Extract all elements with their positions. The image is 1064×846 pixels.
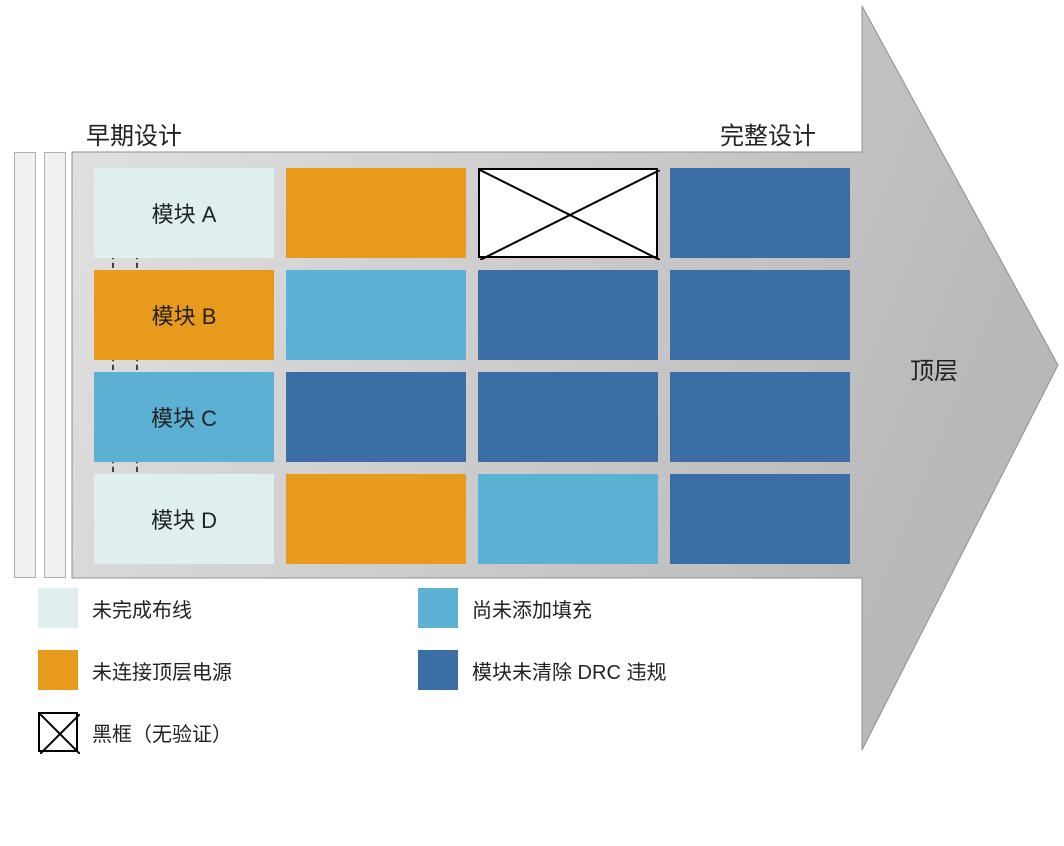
grid-cell: 模块 B — [94, 270, 274, 360]
row-label: 模块 A — [152, 197, 217, 229]
grid-cell — [670, 474, 850, 564]
legend-label: 尚未添加填充 — [472, 594, 592, 623]
legend-item: 模块未清除 DRC 违规 — [418, 650, 798, 690]
left-bar — [14, 152, 36, 578]
arrow-head-label: 顶层 — [910, 351, 958, 386]
grid-cell — [286, 474, 466, 564]
legend: 未完成布线 尚未添加填充未连接顶层电源 模块未清除 DRC 违规黑框（无验证） — [38, 588, 798, 774]
grid-cell — [286, 270, 466, 360]
row-label: 模块 B — [152, 299, 217, 331]
row-label: 模块 D — [151, 503, 217, 535]
legend-swatch — [38, 588, 78, 628]
row-label: 模块 C — [151, 401, 217, 433]
legend-label: 模块未清除 DRC 违规 — [472, 656, 666, 685]
legend-item: 黑框（无验证） — [38, 712, 478, 752]
legend-item: 尚未添加填充 — [418, 588, 798, 628]
legend-swatch — [38, 712, 78, 752]
left-bar — [44, 152, 66, 578]
grid-cell: 模块 A — [94, 168, 274, 258]
legend-label: 未完成布线 — [92, 594, 192, 623]
legend-swatch — [418, 588, 458, 628]
grid-cell — [670, 270, 850, 360]
header-right: 完整设计 — [720, 116, 816, 151]
legend-label: 未连接顶层电源 — [92, 656, 232, 685]
header-left: 早期设计 — [86, 116, 182, 151]
grid-cell — [670, 372, 850, 462]
grid-cell — [478, 168, 658, 258]
grid-cell — [478, 372, 658, 462]
legend-label: 黑框（无验证） — [92, 718, 232, 747]
grid-cell: 模块 D — [94, 474, 274, 564]
grid-cell: 模块 C — [94, 372, 274, 462]
grid-cell — [478, 474, 658, 564]
grid-cell — [286, 168, 466, 258]
legend-item: 未连接顶层电源 — [38, 650, 418, 690]
grid-cell — [286, 372, 466, 462]
legend-swatch — [38, 650, 78, 690]
grid-cell — [478, 270, 658, 360]
legend-swatch — [418, 650, 458, 690]
grid-cell — [670, 168, 850, 258]
legend-item: 未完成布线 — [38, 588, 418, 628]
